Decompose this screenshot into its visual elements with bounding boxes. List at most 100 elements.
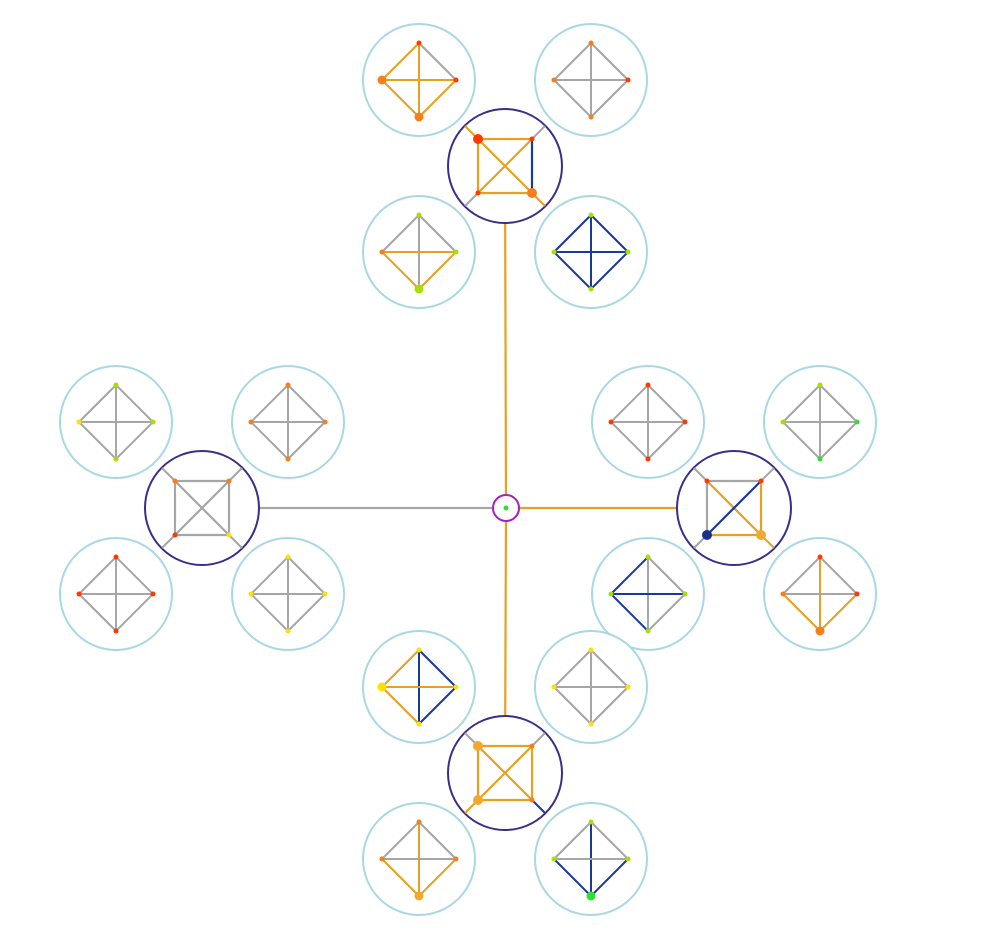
leaf-node <box>414 112 424 122</box>
leaf-edge <box>418 686 457 725</box>
leaf-node <box>113 456 119 462</box>
leaf-edge <box>782 421 821 460</box>
cluster-node <box>473 741 483 751</box>
cluster-node <box>702 530 712 540</box>
cluster-edge <box>174 480 230 536</box>
leaf-node <box>150 419 156 425</box>
cluster-connector <box>228 467 243 482</box>
leaf-node <box>625 77 631 83</box>
leaf-edge <box>381 649 420 688</box>
leaf-left-2 <box>59 537 173 651</box>
leaf-node <box>588 721 594 727</box>
leaf-bottom-2 <box>362 802 476 916</box>
leaf-edge <box>115 593 154 632</box>
leaf-node <box>817 554 823 560</box>
leaf-edge <box>782 384 821 423</box>
leaf-node <box>780 591 786 597</box>
leaf-node <box>682 591 688 597</box>
leaf-edge <box>381 251 420 290</box>
cluster-right <box>591 365 877 651</box>
leaf-edge <box>418 649 457 688</box>
leaf-top-0 <box>362 23 476 137</box>
leaf-edge <box>819 421 858 460</box>
leaf-node <box>377 682 387 692</box>
cluster-node <box>226 532 232 538</box>
cluster-node <box>704 478 710 484</box>
leaf-node <box>248 591 254 597</box>
leaf-edge <box>782 593 821 632</box>
leaf-edge <box>287 556 326 595</box>
leaf-edge <box>590 858 629 897</box>
leaf-edge <box>553 79 592 118</box>
leaf-node <box>76 419 82 425</box>
leaf-edge <box>115 384 154 423</box>
cluster-node <box>529 797 535 803</box>
leaf-left-1 <box>231 365 345 479</box>
leaf-edge <box>610 593 649 632</box>
cluster-connector <box>531 125 546 140</box>
cluster-node <box>758 478 764 484</box>
leaf-edge <box>553 214 592 253</box>
leaf-edge <box>782 556 821 595</box>
leaf-node <box>322 591 328 597</box>
leaf-edge <box>819 556 858 595</box>
leaf-top-2 <box>362 195 476 309</box>
leaf-edge <box>287 593 326 632</box>
leaf-edge <box>381 214 420 253</box>
leaf-bottom-3 <box>534 802 648 916</box>
leaf-edge <box>78 384 117 423</box>
leaf-node <box>416 819 422 825</box>
leaf-edge <box>647 421 686 460</box>
leaf-edge <box>287 421 326 460</box>
leaf-node <box>645 554 651 560</box>
leaf-edge <box>647 556 686 595</box>
leaf-node <box>414 891 424 901</box>
cluster-edge <box>706 480 762 536</box>
cluster-left <box>59 365 345 651</box>
leaf-edge <box>250 556 289 595</box>
leaf-edge <box>381 858 420 897</box>
cluster-node <box>756 530 766 540</box>
leaf-edge <box>590 42 629 81</box>
leaf-edge <box>381 821 420 860</box>
leaf-bottom-0 <box>362 630 476 744</box>
leaf-node <box>453 684 459 690</box>
leaf-node <box>416 40 422 46</box>
leaf-node <box>588 114 594 120</box>
leaf-edge <box>418 251 457 290</box>
leaf-node <box>588 40 594 46</box>
leaf-node <box>682 419 688 425</box>
cluster-connector <box>161 467 176 482</box>
root-links <box>259 222 677 717</box>
leaf-node <box>113 628 119 634</box>
cluster-node <box>172 478 178 484</box>
leaf-edge <box>418 214 457 253</box>
leaf-node <box>645 382 651 388</box>
leaf-node <box>815 626 825 636</box>
leaf-edge <box>287 384 326 423</box>
leaf-bottom-1 <box>534 630 648 744</box>
leaf-node <box>608 419 614 425</box>
cluster-connector <box>531 732 546 747</box>
leaf-right-1 <box>763 365 877 479</box>
leaf-edge <box>553 251 592 290</box>
cluster-node <box>473 134 483 144</box>
leaf-edge <box>418 42 457 81</box>
leaf-node <box>414 284 424 294</box>
leaf-edge <box>553 649 592 688</box>
leaf-edge <box>418 79 457 118</box>
leaf-edge <box>78 556 117 595</box>
leaf-node <box>551 684 557 690</box>
leaf-edge <box>553 821 592 860</box>
leaf-right-0 <box>591 365 705 479</box>
leaf-node <box>248 419 254 425</box>
link-root-bottom <box>504 521 508 717</box>
leaf-node <box>588 819 594 825</box>
leaf-right-2 <box>591 537 705 651</box>
leaf-edge <box>381 686 420 725</box>
leaf-edge <box>115 421 154 460</box>
leaf-node <box>588 286 594 292</box>
leaf-edge <box>250 593 289 632</box>
cluster-node <box>475 190 481 196</box>
